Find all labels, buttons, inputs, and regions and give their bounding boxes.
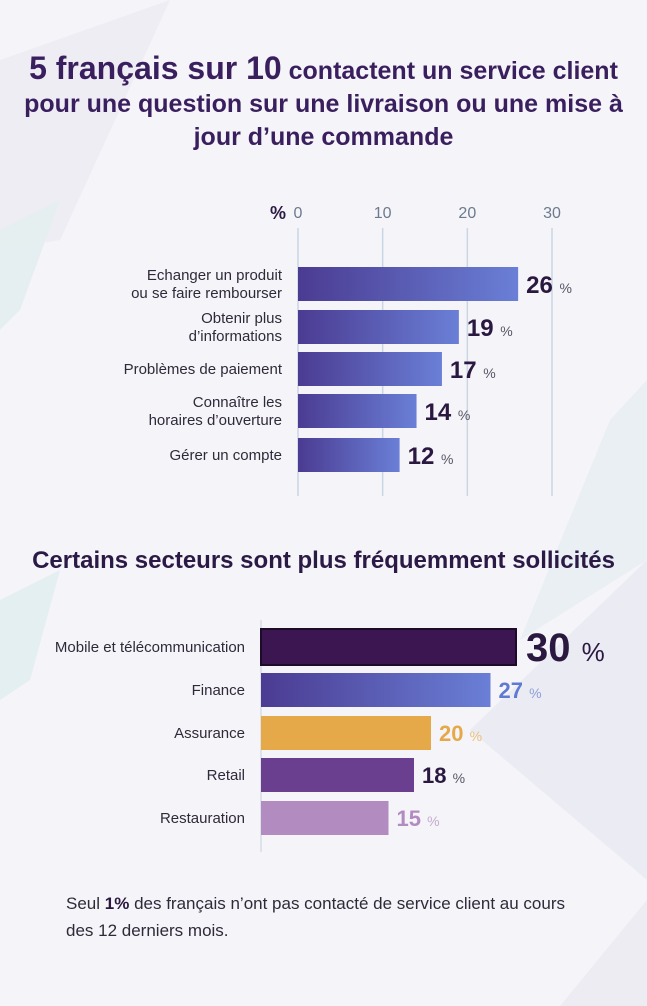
bar <box>298 394 417 428</box>
data-label: 19 % <box>467 315 513 342</box>
category-label: Connaître les horaires d’ouverture <box>149 394 282 429</box>
footnote-highlight: 1% <box>104 894 130 913</box>
footnote-prefix: Seul <box>66 894 101 913</box>
bar <box>260 628 517 666</box>
category-label: Obtenir plus d’informations <box>189 310 282 345</box>
chart-sectors: Mobile et télécommunication 30 % Finance 27… <box>55 620 605 852</box>
data-label: 30 % <box>526 626 605 670</box>
category-label: Gérer un compte <box>169 447 282 464</box>
bar <box>261 758 414 792</box>
tick-label: 30 <box>543 205 561 222</box>
bar <box>261 801 389 835</box>
category-label: Retail <box>207 767 245 784</box>
data-label: 20 % <box>439 721 482 746</box>
tick-label: 20 <box>458 205 476 222</box>
chart-reasons: % 0 10 20 30 Echanger un produit ou se faire r… <box>124 203 572 496</box>
axis-unit-label: % <box>270 203 286 223</box>
page-title: 5 français sur 10 contactent un service … <box>20 52 627 154</box>
footnote: Seul 1% des français n’ont pas contacté … <box>66 890 586 944</box>
category-label: Echanger un produit ou se faire rembourse… <box>131 267 283 302</box>
tick-label: 10 <box>374 205 392 222</box>
footnote-suffix: des français n’ont pas contacté de servi… <box>66 894 565 940</box>
category-label: Mobile et télécommunication <box>55 639 245 656</box>
bar <box>298 352 442 386</box>
category-label: Restauration <box>160 810 245 827</box>
bar <box>298 267 519 301</box>
data-label: 15 % <box>397 806 440 831</box>
category-label: Problèmes de paiement <box>124 361 283 378</box>
data-label: 14 % <box>425 399 471 426</box>
category-label: Assurance <box>174 725 245 742</box>
data-label: 18 % <box>422 763 465 788</box>
title-rest: contactent un service client pour une qu… <box>24 57 623 151</box>
bar <box>261 716 431 750</box>
bar <box>261 673 491 707</box>
category-label: Finance <box>192 682 245 699</box>
bar <box>298 438 400 472</box>
section-title-sectors: Certains secteurs sont plus fréquemment … <box>32 547 615 574</box>
data-label: 27 % <box>499 678 542 703</box>
bar <box>298 310 459 344</box>
title-highlight: 5 français sur 10 <box>29 50 282 86</box>
tick-label: 0 <box>294 205 303 222</box>
